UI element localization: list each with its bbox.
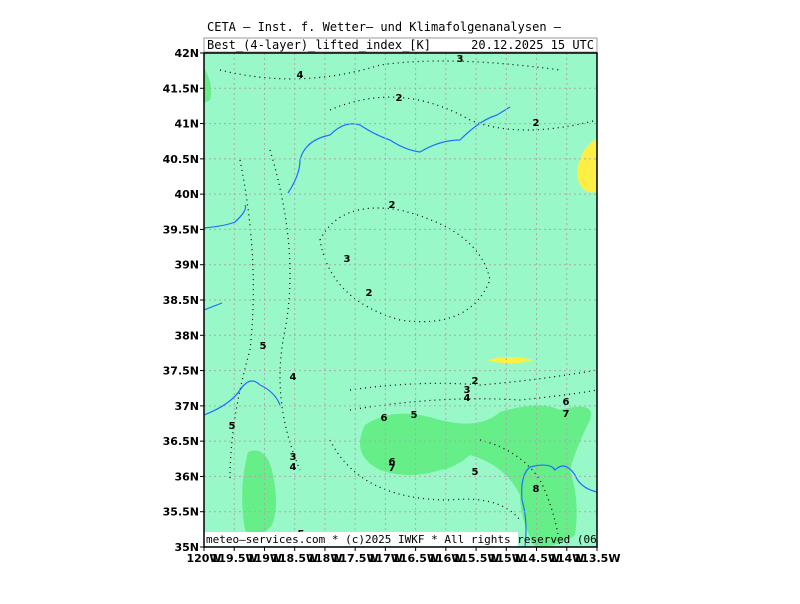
lon-label: 118.5W bbox=[271, 552, 318, 565]
contour-label: 6 bbox=[389, 457, 396, 468]
lon-label: 117.5W bbox=[332, 552, 379, 565]
contour-label: 7 bbox=[389, 463, 396, 474]
lon-label: 116.5W bbox=[392, 552, 439, 565]
lat-label: 39N bbox=[174, 259, 199, 272]
lon-label: 116W bbox=[428, 552, 463, 565]
title: CETA — Inst. f. Wetter— und Klimafolgena… bbox=[207, 20, 562, 34]
contour-line bbox=[329, 96, 597, 131]
lon-label: 119.5W bbox=[211, 552, 258, 565]
contour-label: 7 bbox=[563, 409, 570, 420]
contour-label: 2 bbox=[389, 200, 396, 211]
parameter: Best_(4-layer)_lifted_index_[K] bbox=[207, 38, 431, 52]
contour-label: 6 bbox=[381, 413, 388, 424]
lon-label: 115W bbox=[489, 552, 524, 565]
contour-label: 3 bbox=[464, 385, 471, 396]
lat-label: 38N bbox=[174, 329, 199, 342]
contour-label: 4 bbox=[297, 70, 304, 81]
lon-label: 119W bbox=[247, 552, 282, 565]
lat-label: 37N bbox=[174, 400, 199, 413]
lat-label: 41N bbox=[174, 118, 199, 131]
lon-label: 114.5W bbox=[513, 552, 560, 565]
lon-label: 113.5W bbox=[574, 552, 621, 565]
contour-label: 5 bbox=[411, 410, 418, 421]
lat-label: 40.5N bbox=[163, 153, 199, 166]
contour-label: 4 bbox=[464, 393, 471, 404]
lon-label: 120W bbox=[186, 552, 221, 565]
lat-label: 39.5N bbox=[163, 223, 199, 236]
contour-line bbox=[229, 159, 254, 481]
contour-label: 5 bbox=[229, 421, 236, 432]
contour-label: 4 bbox=[290, 462, 297, 473]
lon-label: 114W bbox=[549, 552, 584, 565]
lat-label: 38.5N bbox=[163, 294, 199, 307]
contour-label: 2 bbox=[533, 118, 540, 129]
contour-label: 3 bbox=[344, 254, 351, 265]
valid-time: 20.12.2025 15 UTC bbox=[471, 38, 594, 52]
river bbox=[287, 106, 511, 194]
contour-label: 2 bbox=[366, 288, 373, 299]
field-patch bbox=[487, 357, 533, 364]
lat-label: 37.5N bbox=[163, 365, 199, 378]
river bbox=[204, 204, 247, 229]
credit: meteo–services.com * (c)2025 IWKF * All … bbox=[206, 533, 630, 546]
field-patch bbox=[242, 450, 276, 537]
river bbox=[204, 380, 281, 416]
subtitle-box bbox=[203, 37, 598, 53]
contour-label: 2 bbox=[472, 376, 479, 387]
contour-label: 6 bbox=[563, 397, 570, 408]
river bbox=[204, 302, 223, 311]
credit-box bbox=[204, 532, 518, 546]
lat-label: 35.5N bbox=[163, 506, 199, 519]
field-patch bbox=[577, 138, 597, 193]
contour-label: 3 bbox=[290, 452, 297, 463]
graticule bbox=[204, 53, 597, 547]
lat-label: 36.5N bbox=[163, 435, 199, 448]
field-patch bbox=[360, 405, 592, 547]
contour-label: 3 bbox=[457, 54, 464, 65]
contour-label: 4 bbox=[290, 372, 297, 383]
contour-line bbox=[319, 207, 491, 323]
lat-label: 42N bbox=[174, 47, 199, 60]
field-patch bbox=[204, 68, 212, 102]
rivers bbox=[204, 106, 597, 547]
contour-label: 5 bbox=[260, 341, 267, 352]
contour-line bbox=[349, 369, 597, 391]
axis-labels: 42N 41.5N 41N 40.5N 40N 39.5N 39N 38.5N 38N 37.5N… bbox=[163, 47, 621, 565]
lat-label: 35N bbox=[174, 541, 199, 554]
lon-label: 117W bbox=[368, 552, 403, 565]
lat-label: 36N bbox=[174, 470, 199, 483]
lat-label: 41.5N bbox=[163, 82, 199, 95]
map-area: 432223254234676553467585 meteo–services.… bbox=[204, 53, 630, 547]
contour-label: 2 bbox=[396, 93, 403, 104]
river bbox=[521, 464, 597, 547]
contour-line bbox=[219, 60, 561, 80]
contour-label: 5 bbox=[472, 467, 479, 478]
contours bbox=[219, 60, 597, 547]
lon-label: 118W bbox=[307, 552, 342, 565]
lat-label: 40N bbox=[174, 188, 199, 201]
lon-label: 115.5W bbox=[453, 552, 500, 565]
contour-label: 8 bbox=[533, 484, 540, 495]
